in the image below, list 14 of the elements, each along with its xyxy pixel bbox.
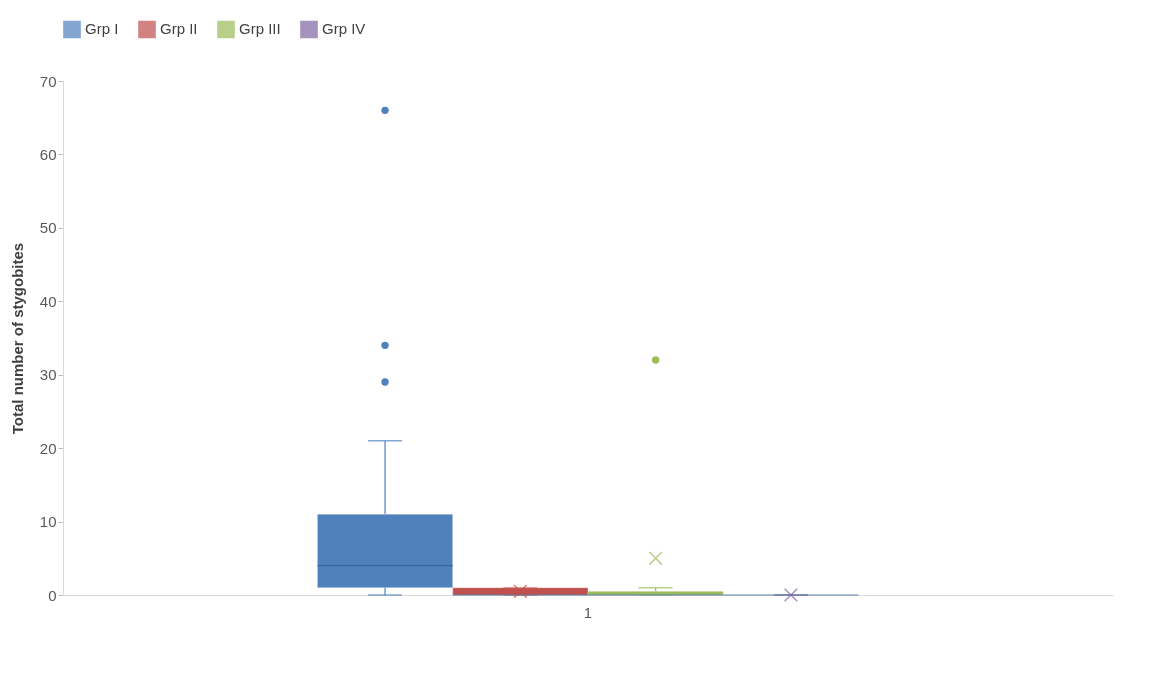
y-tick-label: 70 [39,72,57,90]
legend-label: Grp IV [322,20,366,38]
y-tick-label: 20 [39,439,57,457]
y-tick-label: 60 [39,145,57,163]
y-axis-title: Total number of stygobites [8,242,26,435]
y-tick-label: 50 [39,219,57,237]
y-tick-label: 0 [48,586,57,604]
legend-label: Grp III [239,20,281,38]
y-tick-label: 10 [39,513,57,531]
y-tick-label: 30 [39,366,57,384]
legend-label: Grp II [160,20,198,38]
legend-label: Grp I [85,20,119,38]
y-tick-label: 40 [39,292,57,310]
x-tick-label: 1 [583,603,593,621]
